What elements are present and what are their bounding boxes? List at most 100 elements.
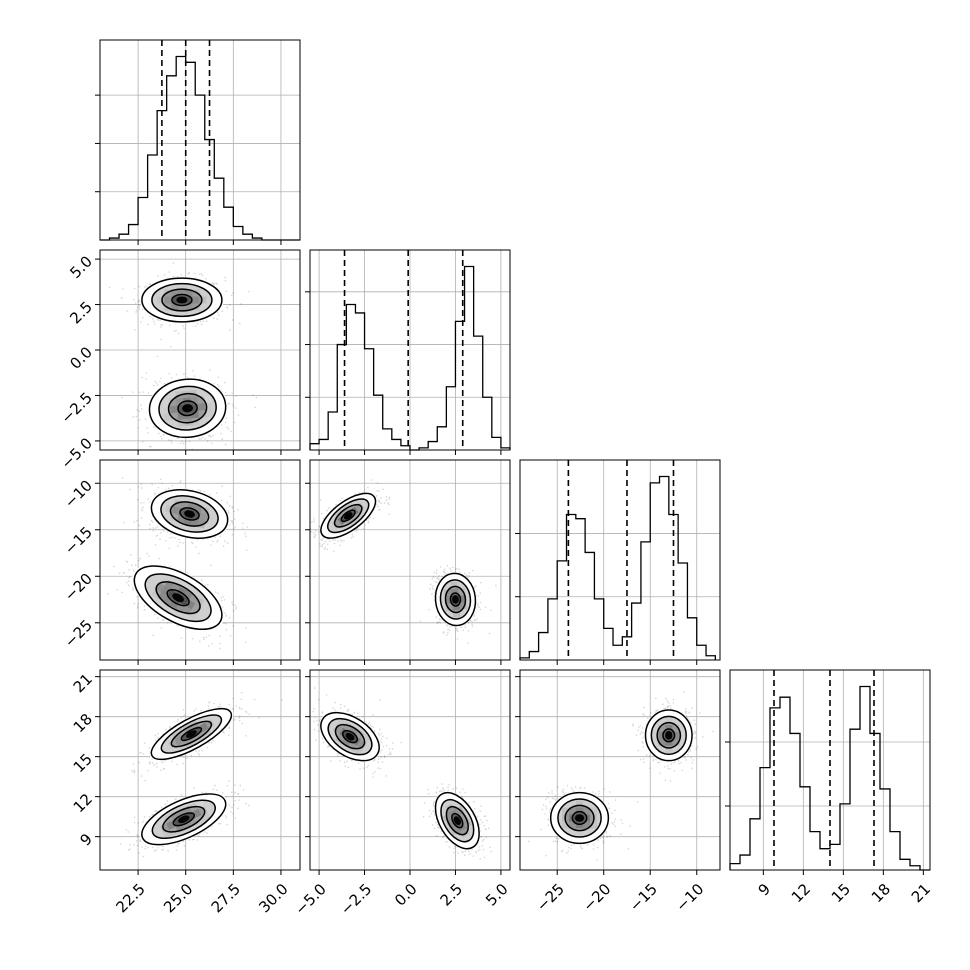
y-tick-label: 21 (70, 670, 96, 696)
contour-line (133, 565, 223, 631)
scatter-panel-0-1: −5.0 −2.5 0.0 2.5 5.0 (58, 249, 301, 473)
density-pixel (658, 731, 666, 739)
density-pixel (178, 303, 186, 311)
contour-line (172, 812, 196, 827)
contour-line (434, 791, 480, 850)
density-pixel (171, 296, 179, 304)
axes-frame (309, 459, 511, 661)
contour-line (158, 385, 217, 431)
axes-frame (309, 249, 511, 451)
density-peak (184, 510, 195, 518)
contour-line (141, 793, 227, 846)
x-tick-label: −5.0 (291, 880, 329, 918)
x-tick-label: 21 (908, 880, 934, 906)
contour-line (170, 720, 213, 748)
density-pixel (161, 586, 171, 596)
x-tick-label: −2.5 (337, 880, 375, 918)
contour-line (644, 709, 693, 762)
contour-line (445, 805, 469, 836)
contour-line (151, 282, 213, 318)
density-pixel (665, 745, 673, 753)
density-pixel (158, 576, 169, 587)
density-peak (176, 296, 188, 304)
panel-content (528, 691, 714, 861)
density-peak (452, 595, 459, 604)
histogram-steps (100, 55, 300, 241)
contour-line (327, 717, 373, 756)
contour-line (564, 804, 595, 832)
contour-line (327, 498, 370, 534)
x-tick-label: 12 (788, 880, 814, 906)
axes-frame (309, 669, 511, 871)
contour-line (169, 501, 210, 527)
x-tick-label: 9 (755, 880, 774, 899)
x-tick-label: 22.5 (112, 880, 148, 916)
panel-content (119, 692, 283, 858)
contour-line (155, 581, 201, 615)
hist-panel-2 (515, 459, 721, 665)
density-peak (574, 814, 585, 822)
x-tick-label: 5.0 (482, 880, 512, 910)
contour-line (144, 573, 212, 623)
density-pixel (190, 396, 198, 405)
density-peak (343, 512, 353, 520)
axes-frame (519, 459, 721, 661)
histogram-steps (519, 475, 716, 660)
density-pixel (590, 821, 598, 829)
contour-line (180, 726, 203, 742)
contour-line (334, 723, 366, 750)
density-pixel (185, 296, 193, 304)
x-tick-label: 0.0 (391, 880, 421, 910)
contour-line (141, 277, 223, 323)
density-pixel (199, 296, 207, 304)
density-pixel (185, 599, 196, 610)
contour-line (571, 810, 588, 826)
contour-line (557, 798, 602, 838)
y-tick-label: −20 (61, 570, 96, 605)
density-pixel (192, 296, 200, 304)
density-pixel (198, 513, 208, 522)
contour-line (160, 495, 219, 533)
density-peak (178, 815, 190, 824)
x-tick-label: −25 (533, 880, 568, 915)
contour-line (439, 579, 472, 620)
contour-line (166, 589, 190, 607)
density-pixel (204, 395, 212, 404)
contour-line (320, 711, 380, 762)
contour-line (177, 400, 198, 417)
contour-line (171, 293, 193, 307)
density-pixel (576, 828, 584, 836)
density-pixel (178, 289, 186, 297)
scatter-panel-1-3: −5.0 −2.5 0.0 2.5 5.0 (291, 669, 512, 919)
contour-line (167, 392, 208, 424)
density-pixel (590, 807, 598, 815)
density-pixel (169, 405, 178, 414)
contour-line (179, 507, 200, 521)
density-pixel (182, 590, 193, 600)
density-pixel (583, 807, 591, 815)
contour-line (150, 707, 233, 761)
contour-line (650, 715, 687, 756)
density-pixel (576, 800, 584, 808)
density-pixel (157, 592, 168, 602)
y-tick-label: −15 (61, 523, 96, 558)
density-pixel (442, 813, 453, 823)
contour-line (451, 812, 464, 829)
x-tick-label: 15 (828, 880, 854, 906)
histogram-steps (729, 685, 930, 871)
density-pixel (665, 717, 673, 725)
y-tick-label: 0.0 (66, 343, 96, 373)
contour-line (440, 798, 475, 843)
density-pixel (583, 821, 591, 829)
x-tick-label: −15 (626, 880, 661, 915)
density-pixel (188, 609, 198, 619)
contour-line (151, 799, 216, 840)
panel-content (108, 262, 258, 450)
density-pixel (171, 303, 179, 311)
density-pixel (450, 581, 458, 590)
density-pixel (197, 403, 206, 411)
density-pixel (185, 289, 193, 297)
y-tick-label: 15 (70, 750, 96, 776)
contour-line (434, 572, 477, 627)
